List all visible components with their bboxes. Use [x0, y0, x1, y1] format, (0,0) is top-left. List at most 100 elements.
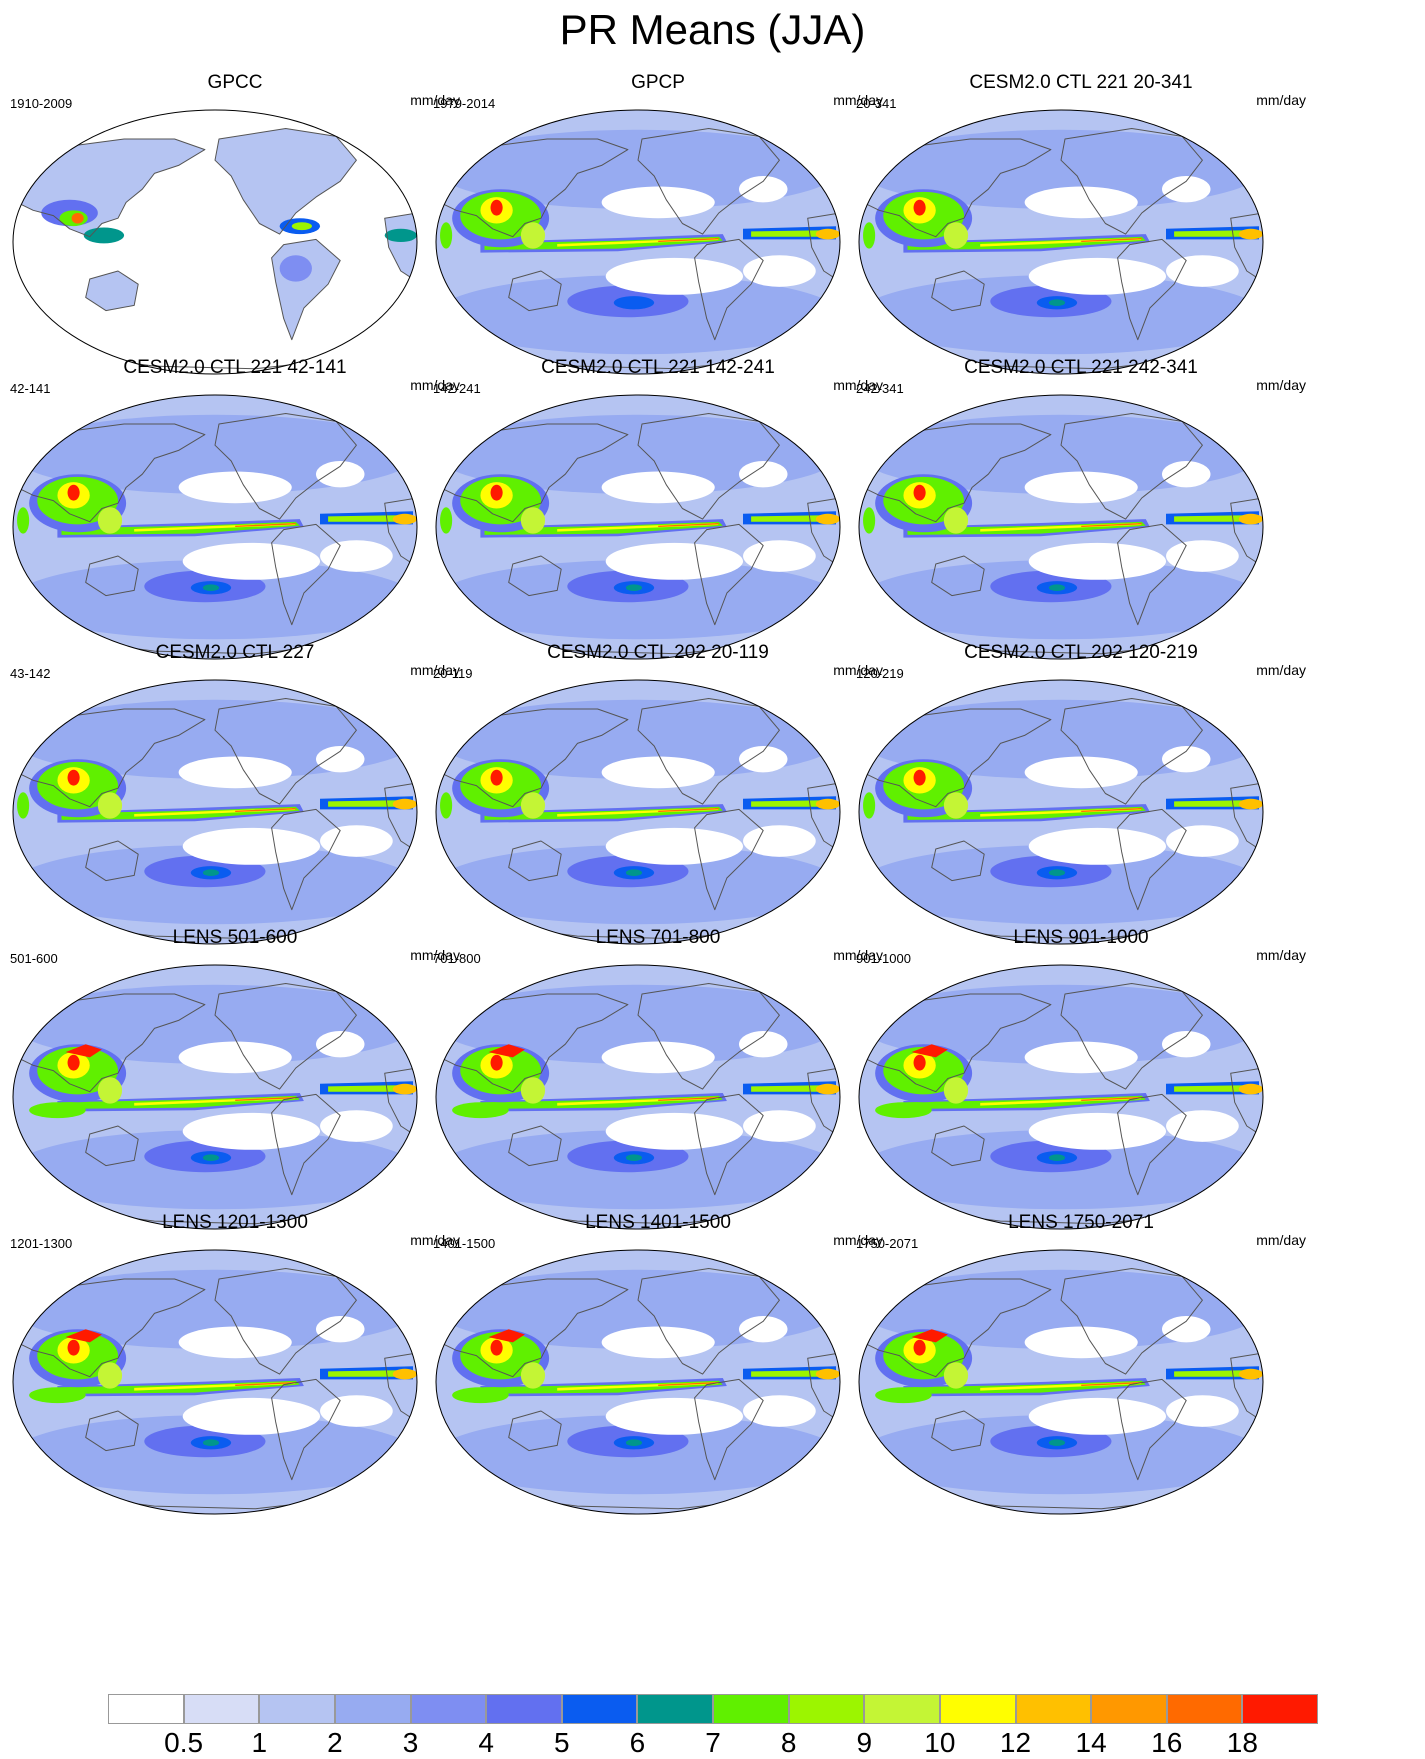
page-title: PR Means (JJA)	[559, 6, 866, 53]
precip-region	[440, 792, 453, 819]
precip-map	[12, 1249, 418, 1515]
precip-region	[815, 1083, 840, 1095]
colorbar-swatch	[1242, 1694, 1318, 1724]
precip-field	[13, 1250, 417, 1514]
dry-region	[743, 825, 816, 857]
map-panel: GPCP 1979-2014 mm/day	[423, 72, 893, 392]
colorbar-tick-label: 5	[553, 1727, 570, 1758]
panel-period-label: 1750-2071	[856, 1236, 919, 1251]
precip-region	[392, 1083, 417, 1095]
dry-region	[178, 1041, 292, 1074]
map-boundary	[12, 394, 418, 660]
coastline-samer	[694, 523, 764, 626]
precip-region	[1238, 228, 1263, 240]
precip-field	[436, 1250, 840, 1514]
precip-map	[435, 394, 841, 660]
coastline-asia	[862, 423, 1052, 523]
land-precip-region	[215, 128, 357, 235]
coastline-samer	[1117, 523, 1187, 626]
itcz-core	[1081, 523, 1142, 527]
panel-unit-label: mm/day	[1256, 662, 1306, 678]
dry-region	[601, 1041, 715, 1074]
itcz-band	[751, 230, 832, 237]
coastline-samer	[1117, 238, 1187, 341]
map-boundary	[858, 109, 1264, 375]
colorbar-swatch	[334, 1694, 411, 1724]
coastline-afric	[384, 497, 417, 568]
precip-region	[279, 255, 312, 282]
precip-field	[436, 395, 840, 659]
precip-region	[863, 507, 876, 534]
coastline-samer	[694, 238, 764, 341]
colorbar-swatch	[1166, 1694, 1243, 1724]
panel-period-label: 1401-1500	[433, 1236, 496, 1251]
precip-region	[815, 798, 840, 810]
colorbar-tick-label: 7	[705, 1727, 721, 1758]
coastline-samer	[1117, 1378, 1187, 1481]
dry-region	[1028, 542, 1167, 580]
colorbar-swatch	[1015, 1694, 1092, 1724]
dry-region	[182, 542, 321, 580]
dry-region	[1024, 1326, 1138, 1359]
map-boundary	[435, 1249, 841, 1515]
precip-region	[1048, 869, 1066, 877]
coastline-afric	[1230, 1067, 1263, 1138]
map-panel: CESM2.0 CTL 202 20-119 20-119 mm/day	[423, 642, 893, 962]
colorbar-tick-label: 12	[999, 1727, 1032, 1758]
precip-region	[1238, 1368, 1263, 1380]
dry-region	[320, 540, 393, 572]
map-panel: CESM2.0 CTL 221 142-241 142-241 mm/day	[423, 357, 893, 677]
coastline-afric	[807, 1067, 840, 1138]
precip-field	[859, 110, 1263, 374]
precip-region	[815, 513, 840, 525]
map-panel: LENS 1401-1500 1401-1500 mm/day	[423, 1212, 893, 1532]
itcz-band	[1174, 800, 1255, 807]
coastline-samer	[271, 1093, 341, 1196]
map-panel: LENS 701-800 701-800 mm/day	[423, 927, 893, 1247]
coastline-samer	[271, 238, 341, 341]
panel-title: LENS 1201-1300	[162, 1212, 308, 1233]
precip-region	[520, 792, 546, 819]
itcz-core	[235, 1382, 296, 1386]
colorbar-tick-label: 8	[780, 1727, 797, 1758]
precip-map	[435, 964, 841, 1230]
coastline-austr	[931, 555, 985, 597]
dry-region	[1166, 1110, 1239, 1142]
map-boundary	[435, 964, 841, 1230]
dry-region	[178, 1326, 292, 1359]
precip-region	[202, 584, 220, 592]
itcz-core	[658, 808, 719, 812]
dry-region	[1162, 461, 1211, 488]
itcz-core	[658, 523, 719, 527]
map-boundary	[858, 964, 1264, 1230]
precip-region	[490, 1339, 503, 1356]
panel-title: GPCC	[207, 72, 263, 93]
dry-region	[1024, 186, 1138, 219]
map-panel: LENS 901-1000 901-1000 mm/day	[846, 927, 1316, 1247]
dry-region	[605, 257, 744, 295]
coastline-asia	[16, 138, 206, 238]
precip-region	[1048, 1154, 1066, 1162]
map-boundary	[435, 394, 841, 660]
dry-region	[316, 746, 365, 773]
precip-region	[392, 513, 417, 525]
panel-title: CESM2.0 CTL 202 120-219	[964, 642, 1198, 663]
coastline-samer	[1117, 808, 1187, 911]
panel-unit-label: mm/day	[410, 92, 460, 108]
coastline-austr	[508, 840, 562, 882]
itcz-band	[751, 1370, 832, 1377]
dry-region	[1028, 827, 1167, 865]
precip-region	[97, 507, 123, 534]
colorbar-swatch	[410, 1694, 487, 1724]
precip-region	[67, 484, 80, 501]
precip-region	[613, 296, 655, 310]
coastline-asia	[862, 708, 1052, 808]
coastline-austr	[508, 1410, 562, 1452]
panel-title: CESM2.0 CTL 227	[155, 642, 315, 663]
precip-region	[83, 227, 125, 244]
colorbar-tick-label: 4	[478, 1727, 494, 1758]
itcz-core	[235, 808, 296, 812]
coastline-asia	[862, 138, 1052, 238]
precip-region	[913, 199, 926, 216]
precip-region	[815, 1368, 840, 1380]
